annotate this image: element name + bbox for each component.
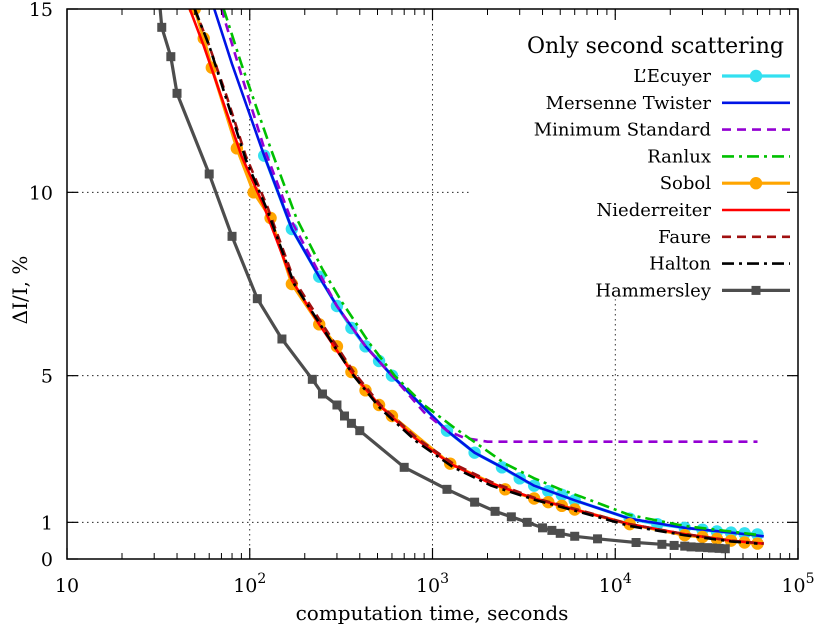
data-point xyxy=(442,484,452,494)
data-point xyxy=(593,534,603,544)
series-3 xyxy=(222,9,761,537)
data-point xyxy=(695,542,705,552)
data-point xyxy=(547,525,557,535)
data-point xyxy=(252,294,262,304)
data-point xyxy=(172,88,182,98)
legend-label: Mersenne Twister xyxy=(546,93,712,114)
data-point xyxy=(538,523,548,533)
series-line xyxy=(222,9,761,537)
data-point xyxy=(346,418,356,428)
data-point xyxy=(631,538,641,547)
x-tick-label: 102 xyxy=(233,571,266,597)
data-point xyxy=(470,497,480,507)
data-point xyxy=(680,541,690,551)
data-point xyxy=(332,400,342,410)
data-point xyxy=(355,426,365,436)
legend-label: L’Ecuyer xyxy=(633,66,711,87)
y-tick-label: 15 xyxy=(29,0,53,21)
series-8 xyxy=(157,9,730,554)
data-point xyxy=(340,411,350,421)
y-tick-label: 0 xyxy=(41,549,53,571)
series-7 xyxy=(193,9,758,545)
legend-title: Only second scattering xyxy=(527,34,784,59)
legend-marker xyxy=(749,177,763,190)
data-point xyxy=(522,517,532,527)
legend: Only second scattering L’Ecuyer Mersenne T… xyxy=(527,34,790,301)
data-point xyxy=(317,389,327,399)
data-point xyxy=(686,542,696,552)
y-tick-label: 1 xyxy=(41,512,53,534)
series-2 xyxy=(220,9,758,444)
series-6 xyxy=(193,9,764,545)
series-line xyxy=(220,9,758,444)
legend-label: Sobol xyxy=(660,173,712,194)
y-tick-label: 5 xyxy=(41,366,53,388)
legend-label: Hammersley xyxy=(595,280,711,301)
series-5 xyxy=(188,9,764,545)
data-point xyxy=(307,374,317,384)
data-point xyxy=(166,52,176,62)
legend-background xyxy=(470,18,790,300)
data-point xyxy=(570,531,580,541)
data-point xyxy=(157,22,167,32)
legend-marker xyxy=(751,285,761,295)
data-point xyxy=(277,334,287,344)
legend-label: Ranlux xyxy=(647,146,711,167)
data-point xyxy=(506,512,516,522)
series-line xyxy=(193,9,758,545)
x-tick-label: 105 xyxy=(781,571,814,597)
y-axis-title: ΔI/I, % xyxy=(8,256,32,325)
legend-label: Halton xyxy=(649,254,711,275)
data-point xyxy=(703,543,713,553)
y-tick-label: 10 xyxy=(29,182,53,204)
series-line xyxy=(193,9,764,545)
data-point xyxy=(720,544,730,554)
legend-label: Niederreiter xyxy=(597,200,712,221)
x-tick-label: 10 xyxy=(55,575,79,597)
legend-label: Faure xyxy=(658,227,711,248)
x-tick-label: 104 xyxy=(599,571,632,597)
legend-marker xyxy=(749,69,763,83)
x-axis-title: computation time, seconds xyxy=(296,601,569,625)
legend-label: Minimum Standard xyxy=(534,120,711,141)
x-tick-label: 103 xyxy=(416,571,449,597)
data-point xyxy=(227,231,237,241)
series-layer xyxy=(157,9,764,554)
data-point xyxy=(490,506,500,516)
data-point xyxy=(714,543,724,553)
data-point xyxy=(707,543,717,553)
data-point xyxy=(204,169,214,179)
series-line xyxy=(188,9,764,545)
data-point xyxy=(555,528,565,538)
data-point xyxy=(669,540,679,550)
data-point xyxy=(657,539,667,549)
data-point xyxy=(399,462,409,472)
